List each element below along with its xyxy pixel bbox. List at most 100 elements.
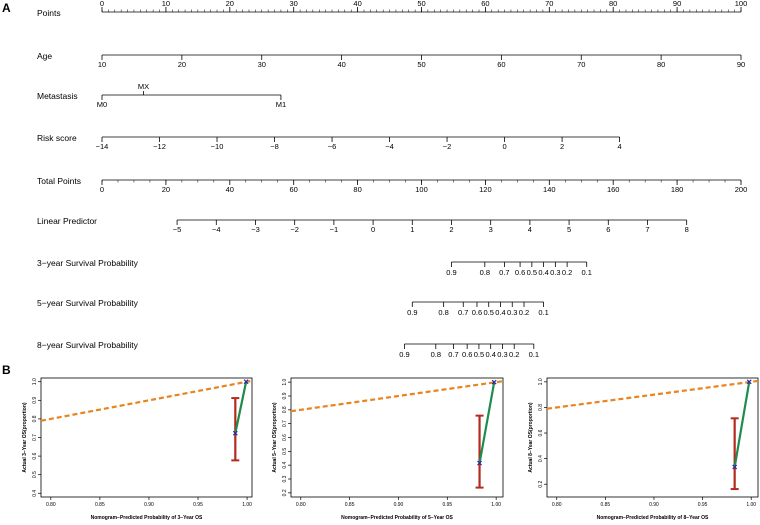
y-tick-label: 0.3 xyxy=(282,475,288,482)
y-tick-label: 0.6 xyxy=(282,434,288,441)
x-tick-label: 0.80 xyxy=(46,502,56,508)
x-axis-title: Nomogram−Predicted Probability of 5−Year… xyxy=(341,515,453,521)
tick-label: 0.3 xyxy=(550,268,560,277)
tick-label: −14 xyxy=(96,142,109,151)
tick-label: 80 xyxy=(657,60,665,69)
tick-label: 0.2 xyxy=(519,308,529,317)
tick-label: 2 xyxy=(449,225,453,234)
row-label: Total Points xyxy=(37,176,81,186)
y-tick-label: 0.8 xyxy=(282,406,288,413)
x-tick-label: 0.90 xyxy=(144,502,154,508)
calibration-point xyxy=(491,379,497,385)
tick-label: 0.7 xyxy=(499,268,509,277)
y-tick-label: 0.2 xyxy=(282,489,288,496)
y-tick-label: 0.5 xyxy=(282,448,288,455)
tick-label: 0.3 xyxy=(507,308,517,317)
x-axis-title: Nomogram−Predicted Probability of 8−Year… xyxy=(597,515,709,521)
y-axis-title: Actual 3−Year OS(proportion) xyxy=(22,402,28,472)
row-label: Age xyxy=(37,51,52,61)
tick-label: 60 xyxy=(497,60,505,69)
tick-label: 20 xyxy=(178,60,186,69)
calibration-point xyxy=(243,379,249,385)
tick-label: 200 xyxy=(735,185,748,194)
tick-label: 0.9 xyxy=(446,268,456,277)
tick-label: 5 xyxy=(567,225,571,234)
calibration-point xyxy=(732,464,738,470)
y-tick-label: 1.0 xyxy=(32,378,38,385)
plot-frame xyxy=(40,377,253,498)
tick-label: 0.6 xyxy=(515,268,525,277)
tick-label: 0.9 xyxy=(399,350,409,359)
row-label: 3−year Survival Probability xyxy=(37,258,139,268)
x-tick-label: 0.80 xyxy=(296,502,306,508)
tick-label: 0.2 xyxy=(509,350,519,359)
y-tick-label: 0.9 xyxy=(282,392,288,399)
tick-label: 100 xyxy=(735,0,748,8)
tick-label: 0.3 xyxy=(497,350,507,359)
calibration-line xyxy=(733,381,751,468)
tick-label: 0.4 xyxy=(495,308,505,317)
x-tick-label: 0.80 xyxy=(552,502,562,508)
tick-label: 20 xyxy=(226,0,234,8)
tick-label: −10 xyxy=(211,142,224,151)
tick-label: 0.5 xyxy=(484,308,494,317)
tick-label: 90 xyxy=(673,0,681,8)
reference-line xyxy=(546,379,759,410)
tick-label: 70 xyxy=(577,60,585,69)
tick-label: 1 xyxy=(410,225,414,234)
x-tick-label: 0.95 xyxy=(442,502,452,508)
panel-label-b: B xyxy=(2,363,11,377)
tick-label: 4 xyxy=(618,142,622,151)
calibration-plot-8-year: 0.80 0.85 0.90 0.95 1.00 0.2 0.4 0.6 0.8 1.0 Nomog… xyxy=(528,377,759,521)
tick-label: 0 xyxy=(371,225,375,234)
tick-label: 4 xyxy=(528,225,532,234)
x-tick-label: 0.90 xyxy=(394,502,404,508)
category-label: M0 xyxy=(97,100,107,109)
y-tick-label: 0.7 xyxy=(282,420,288,427)
tick-label: 0.4 xyxy=(538,268,548,277)
y-axis-title: Actual 5−Year OS(proportion) xyxy=(272,402,278,472)
tick-label: −2 xyxy=(443,142,452,151)
tick-label: −4 xyxy=(385,142,394,151)
tick-label: 120 xyxy=(479,185,492,194)
tick-label: 80 xyxy=(353,185,361,194)
tick-label: −6 xyxy=(328,142,337,151)
tick-label: 140 xyxy=(543,185,556,194)
calibration-plot-3-year: 0.80 0.85 0.90 0.95 1.00 0.4 0.5 0.6 0.7 0.8 0.9 1.… xyxy=(22,377,253,521)
tick-label: 0.9 xyxy=(407,308,417,317)
y-tick-label: 0.4 xyxy=(282,461,288,468)
tick-label: 40 xyxy=(353,0,361,8)
tick-label: 30 xyxy=(290,0,298,8)
tick-label: 0.8 xyxy=(431,350,441,359)
tick-label: 0.8 xyxy=(438,308,448,317)
y-tick-label: 0.8 xyxy=(32,415,38,422)
x-tick-label: 0.95 xyxy=(698,502,708,508)
y-tick-label: 0.7 xyxy=(32,434,38,441)
y-tick-label: 0.2 xyxy=(538,481,544,488)
tick-label: 0.5 xyxy=(474,350,484,359)
tick-label: 100 xyxy=(415,185,428,194)
calibration-plot-5-year: 0.80 0.85 0.90 0.95 1.00 0.2 0.3 0.4 0.5 0.6 0.7 0.… xyxy=(272,377,504,521)
tick-label: 0.6 xyxy=(462,350,472,359)
y-tick-label: 1.0 xyxy=(538,378,544,385)
calibration-point xyxy=(477,460,482,466)
tick-label: 0.4 xyxy=(485,350,495,359)
x-tick-label: 1.00 xyxy=(746,502,756,508)
panel-label-a: A xyxy=(2,1,11,15)
tick-label: 8 xyxy=(685,225,689,234)
row-label: Risk score xyxy=(37,133,77,143)
tick-label: −3 xyxy=(251,225,260,234)
tick-label: 0.7 xyxy=(448,350,458,359)
calibration-line xyxy=(478,381,496,464)
row-label: Metastasis xyxy=(37,91,78,101)
x-tick-label: 1.00 xyxy=(491,502,501,508)
row-label: Points xyxy=(37,8,61,18)
tick-label: 6 xyxy=(606,225,610,234)
tick-label: 40 xyxy=(337,60,345,69)
tick-label: 0 xyxy=(502,142,506,151)
tick-label: 90 xyxy=(737,60,745,69)
tick-label: 80 xyxy=(609,0,617,8)
tick-label: 0.8 xyxy=(480,268,490,277)
tick-label: 40 xyxy=(226,185,234,194)
